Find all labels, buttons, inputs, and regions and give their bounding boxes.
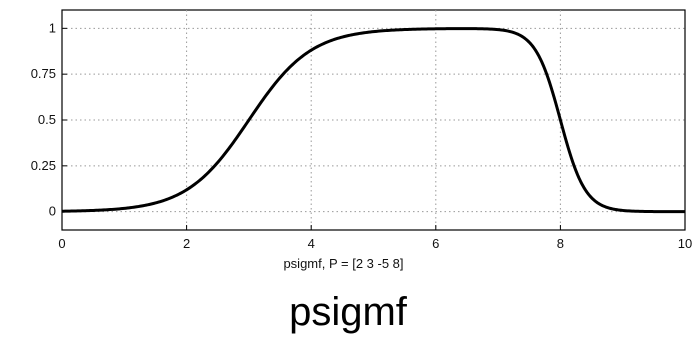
x-tick-label: 6 — [432, 236, 439, 251]
y-tick-label: 0.75 — [31, 66, 56, 81]
chart: 0 2 4 6 8 10 0 0.25 0.5 0.75 1 psigmf, P = [2 3 -5… — [31, 9, 693, 271]
chart-caption: psigmf — [289, 290, 407, 334]
axis-ticks: 0 2 4 6 8 10 0 0.25 0.5 0.75 1 — [31, 20, 693, 251]
x-axis-label: psigmf, P = [2 3 -5 8] — [283, 256, 403, 271]
y-tick-label: 0.25 — [31, 158, 56, 173]
grid-lines — [62, 10, 685, 230]
series-layer — [61, 27, 685, 214]
y-tick-label: 0 — [49, 204, 56, 219]
x-tick-label: 0 — [58, 236, 65, 251]
x-tick-label: 2 — [183, 236, 190, 251]
x-tick-label: 4 — [308, 236, 315, 251]
x-tick-label: 8 — [557, 236, 564, 251]
series-line-psigmf — [61, 27, 685, 214]
x-tick-label: 10 — [678, 236, 692, 251]
y-tick-label: 1 — [49, 20, 56, 35]
y-tick-label: 0.5 — [38, 112, 56, 127]
